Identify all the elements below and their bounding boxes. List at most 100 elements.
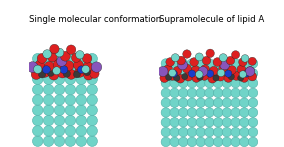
Circle shape bbox=[83, 69, 91, 76]
Circle shape bbox=[57, 87, 62, 92]
Circle shape bbox=[242, 110, 247, 115]
Circle shape bbox=[181, 130, 186, 135]
Circle shape bbox=[213, 58, 222, 66]
Circle shape bbox=[35, 56, 41, 62]
Circle shape bbox=[68, 128, 73, 134]
Circle shape bbox=[179, 59, 188, 68]
Circle shape bbox=[173, 66, 182, 75]
Circle shape bbox=[32, 54, 43, 64]
Circle shape bbox=[240, 127, 249, 137]
Circle shape bbox=[181, 71, 186, 76]
Circle shape bbox=[231, 127, 240, 137]
Circle shape bbox=[161, 127, 171, 137]
Circle shape bbox=[248, 118, 258, 127]
Circle shape bbox=[65, 74, 76, 85]
Circle shape bbox=[34, 65, 42, 74]
Circle shape bbox=[226, 56, 235, 65]
Circle shape bbox=[35, 128, 41, 134]
Circle shape bbox=[248, 78, 258, 88]
Circle shape bbox=[78, 66, 84, 72]
Circle shape bbox=[205, 108, 214, 117]
Text: Supramolecule of lipid A: Supramolecule of lipid A bbox=[159, 15, 265, 24]
Circle shape bbox=[187, 127, 197, 137]
Circle shape bbox=[213, 75, 219, 81]
Circle shape bbox=[161, 59, 171, 68]
Circle shape bbox=[248, 72, 257, 81]
Circle shape bbox=[198, 61, 203, 66]
Circle shape bbox=[35, 107, 41, 113]
Circle shape bbox=[46, 118, 51, 123]
Circle shape bbox=[78, 97, 84, 103]
Circle shape bbox=[189, 90, 195, 96]
Circle shape bbox=[170, 70, 178, 77]
Circle shape bbox=[205, 137, 214, 147]
Circle shape bbox=[57, 56, 62, 62]
Circle shape bbox=[248, 108, 258, 117]
Circle shape bbox=[60, 66, 68, 74]
Circle shape bbox=[179, 78, 188, 88]
Circle shape bbox=[161, 78, 171, 88]
Circle shape bbox=[87, 54, 97, 64]
Circle shape bbox=[87, 115, 97, 126]
Circle shape bbox=[179, 98, 188, 107]
Circle shape bbox=[37, 54, 47, 63]
Circle shape bbox=[87, 95, 97, 105]
Circle shape bbox=[89, 56, 95, 62]
Circle shape bbox=[74, 71, 80, 78]
Circle shape bbox=[189, 139, 195, 145]
Circle shape bbox=[31, 69, 41, 79]
Circle shape bbox=[76, 64, 87, 74]
Circle shape bbox=[76, 105, 87, 116]
Circle shape bbox=[205, 118, 214, 127]
Circle shape bbox=[178, 60, 187, 70]
Circle shape bbox=[46, 87, 51, 92]
Circle shape bbox=[179, 127, 188, 137]
Circle shape bbox=[187, 78, 197, 88]
Circle shape bbox=[214, 98, 223, 107]
Circle shape bbox=[242, 130, 247, 135]
Circle shape bbox=[233, 100, 238, 105]
Circle shape bbox=[233, 139, 238, 145]
Circle shape bbox=[224, 139, 229, 145]
Circle shape bbox=[170, 118, 179, 127]
Circle shape bbox=[43, 126, 54, 136]
Circle shape bbox=[170, 69, 179, 78]
Circle shape bbox=[238, 75, 244, 81]
Circle shape bbox=[231, 98, 240, 107]
Circle shape bbox=[189, 110, 195, 115]
Circle shape bbox=[207, 110, 212, 115]
Circle shape bbox=[231, 51, 240, 59]
Circle shape bbox=[196, 78, 205, 88]
Circle shape bbox=[214, 78, 223, 88]
Circle shape bbox=[231, 59, 240, 68]
Circle shape bbox=[231, 88, 240, 98]
Circle shape bbox=[55, 48, 64, 57]
Circle shape bbox=[231, 69, 240, 78]
Circle shape bbox=[216, 100, 221, 105]
Circle shape bbox=[163, 120, 168, 125]
Circle shape bbox=[78, 128, 84, 134]
Circle shape bbox=[248, 127, 258, 137]
Circle shape bbox=[161, 88, 171, 98]
Circle shape bbox=[248, 98, 258, 107]
Circle shape bbox=[250, 120, 256, 125]
Circle shape bbox=[172, 90, 177, 96]
Circle shape bbox=[49, 70, 59, 80]
Circle shape bbox=[43, 74, 54, 85]
Circle shape bbox=[89, 128, 95, 134]
Circle shape bbox=[35, 87, 41, 92]
Circle shape bbox=[42, 66, 51, 74]
Circle shape bbox=[65, 64, 76, 74]
Circle shape bbox=[161, 98, 171, 107]
Circle shape bbox=[228, 73, 234, 80]
Circle shape bbox=[190, 58, 199, 66]
Circle shape bbox=[160, 74, 169, 82]
Circle shape bbox=[57, 97, 62, 103]
Circle shape bbox=[68, 87, 73, 92]
Circle shape bbox=[163, 100, 168, 105]
Circle shape bbox=[250, 90, 256, 96]
Circle shape bbox=[46, 97, 51, 103]
Circle shape bbox=[240, 78, 249, 88]
Circle shape bbox=[65, 136, 76, 146]
Circle shape bbox=[242, 120, 247, 125]
